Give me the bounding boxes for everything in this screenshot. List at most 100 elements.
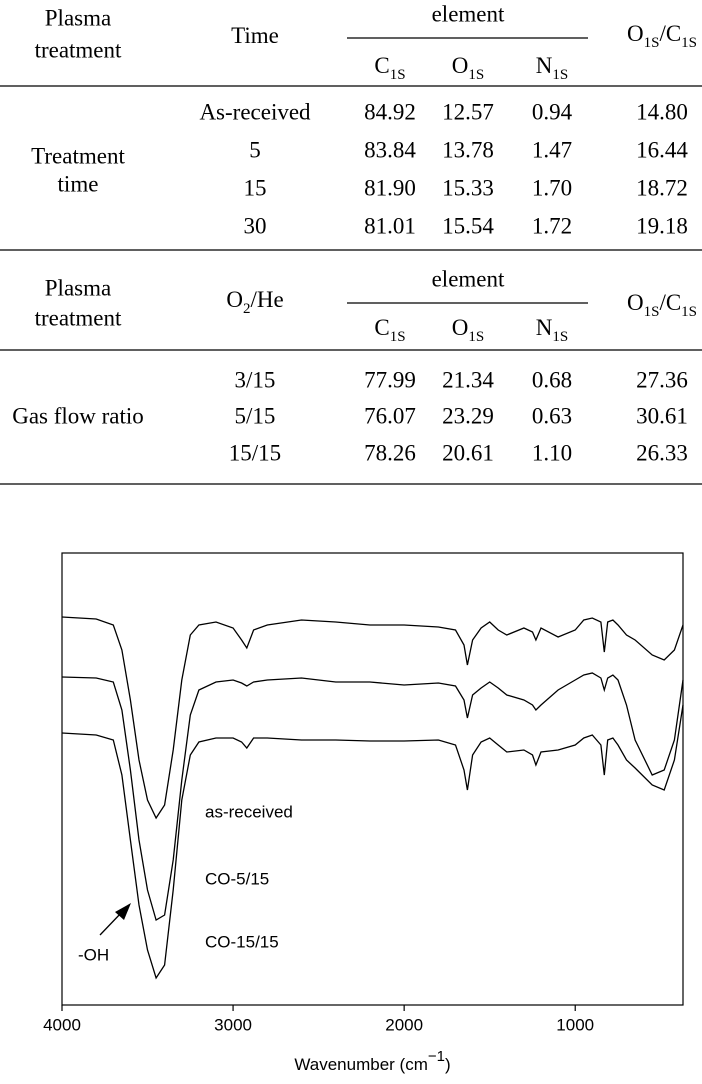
table-cell: 3/15 [235, 367, 276, 392]
header-cell-part: N [536, 315, 553, 340]
table-cell: 84.92 [364, 99, 416, 124]
header-cell-part: 1S [468, 67, 484, 83]
header-cell: O1S [452, 315, 484, 345]
row-group-label: Gas flow ratio [12, 403, 144, 428]
annotation: -OH [78, 945, 109, 964]
header-cell: treatment [35, 305, 122, 330]
header-cell-part: N [536, 53, 553, 78]
header-cell-part: O [226, 287, 243, 312]
table-cell: 15/15 [229, 440, 281, 465]
plot-frame [61, 552, 684, 1006]
table-cell: 81.90 [364, 175, 416, 200]
x-tick-label: 3000 [214, 1015, 252, 1034]
spectrum-line [61, 672, 684, 921]
table-cell: 27.36 [636, 367, 688, 392]
header-cell: treatment [35, 37, 122, 62]
header-cell-part: O [452, 53, 469, 78]
x-axis-label-part: Wavenumber (cm [294, 1055, 428, 1074]
table-cell: 30 [244, 213, 267, 238]
x-axis-label-part: ) [445, 1055, 451, 1074]
table-cell: 0.63 [532, 403, 572, 428]
header-cell: N1S [536, 53, 568, 83]
table-cell: 20.61 [442, 440, 494, 465]
table-cell: 21.34 [442, 367, 494, 392]
row-group-label: time [58, 171, 99, 196]
table-cell: 16.44 [636, 137, 688, 162]
header-cell-part: 1S [552, 329, 568, 345]
header-cell-part: 1S [644, 35, 660, 51]
table-cell: 1.72 [532, 213, 572, 238]
x-tick-label: 4000 [43, 1015, 81, 1034]
header-cell: O1S [452, 53, 484, 83]
header-cell-part: O [627, 290, 644, 315]
x-axis-label-part: −1 [428, 1048, 445, 1065]
x-tick-label: 1000 [556, 1015, 594, 1034]
header-cell: C1S [374, 53, 405, 83]
table-cell: 15.54 [442, 213, 494, 238]
table-cell: 0.68 [532, 367, 572, 392]
header-cell-part: /C [659, 21, 681, 46]
header-group: element [432, 266, 505, 291]
header-cell: O2/He [226, 287, 283, 317]
header-cell-part: Time [231, 23, 279, 48]
table-cell: 30.61 [636, 403, 688, 428]
table-cell: As-received [199, 99, 311, 124]
x-axis-label: Wavenumber (cm−1) [294, 1048, 450, 1074]
header-cell-part: 1S [681, 35, 697, 51]
table-cell: 1.10 [532, 440, 572, 465]
header-cell: Plasma [45, 275, 111, 300]
header-cell: C1S [374, 315, 405, 345]
table-cell: 83.84 [364, 137, 416, 162]
header-cell-part: 1S [390, 329, 406, 345]
spectrum-line [61, 704, 684, 980]
table-cell: 14.80 [636, 99, 688, 124]
header-cell-part: 1S [468, 329, 484, 345]
header-cell-part: 1S [681, 304, 697, 320]
table-cell: 5 [249, 137, 261, 162]
arrow-head [115, 903, 131, 920]
header-cell-part: 2 [243, 301, 251, 317]
table-cell: 15.33 [442, 175, 494, 200]
table-cell: 15 [244, 175, 267, 200]
table-cell: 77.99 [364, 367, 416, 392]
x-tick-label: 2000 [385, 1015, 423, 1034]
series-label: as-received [205, 802, 293, 821]
header-cell: N1S [536, 315, 568, 345]
table-cell: 18.72 [636, 175, 688, 200]
table-cell: 81.01 [364, 213, 416, 238]
table-cell: 13.78 [442, 137, 494, 162]
ir-chart: 4000 3000 2000 1000 Wavenumber (cm−1) as-rece… [43, 552, 684, 1074]
header-cell-part: /He [250, 287, 283, 312]
header-cell: O1S/C1S [627, 290, 697, 320]
table-cell: 5/15 [235, 403, 276, 428]
header-cell-part: /C [659, 290, 681, 315]
table-cell: 76.07 [364, 403, 416, 428]
header-cell-part: C [374, 315, 389, 340]
table-cell: 1.70 [532, 175, 572, 200]
table-cell: 1.47 [532, 137, 572, 162]
header-cell-part: 1S [644, 304, 660, 320]
header-cell-part: 1S [390, 67, 406, 83]
table-cell: 12.57 [442, 99, 494, 124]
header-cell-part: 1S [552, 67, 568, 83]
header-group: element [432, 1, 505, 26]
header-cell: Plasma [45, 5, 111, 30]
table-cell: 26.33 [636, 440, 688, 465]
series-label: CO-15/15 [205, 932, 279, 951]
spectrum-line [61, 616, 684, 820]
table-cell: 0.94 [532, 99, 573, 124]
series-label: CO-5/15 [205, 869, 269, 888]
header-cell-part: O [452, 315, 469, 340]
table-cell: 19.18 [636, 213, 688, 238]
header-cell-part: C [374, 53, 389, 78]
row-group-label: Treatment [31, 143, 125, 168]
header-cell: Time [231, 23, 279, 48]
table-cell: 23.29 [442, 403, 494, 428]
arrow-shaft [99, 911, 123, 936]
table-cell: 78.26 [364, 440, 416, 465]
